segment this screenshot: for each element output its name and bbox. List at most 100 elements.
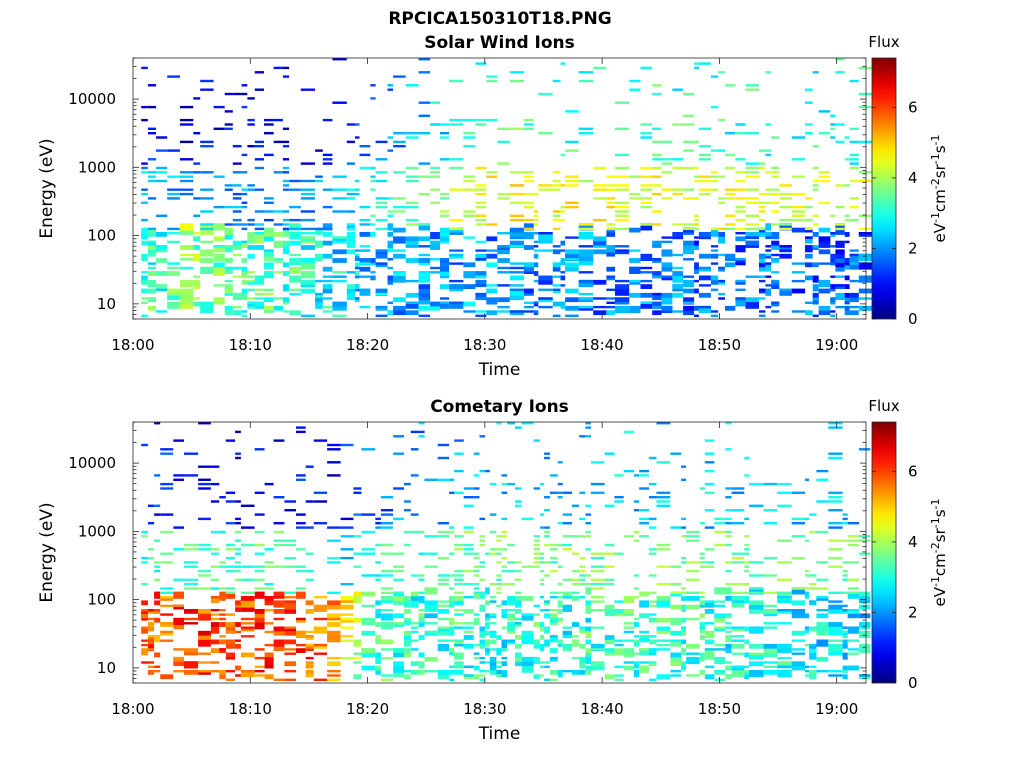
heatmap-cell — [247, 232, 255, 240]
heatmap-cell — [640, 292, 653, 298]
heatmap-cell — [725, 84, 736, 87]
heatmap-cell — [656, 648, 671, 651]
heatmap-cell — [849, 140, 859, 144]
heatmap-cell — [440, 132, 450, 135]
heatmap-cell — [828, 496, 843, 499]
heatmap-cell — [147, 127, 157, 130]
x-tick-label: 19:00 — [815, 336, 858, 354]
heatmap-cell — [184, 670, 199, 675]
heatmap-cell — [759, 288, 766, 291]
heatmap-cell — [648, 574, 657, 577]
heatmap-cell — [430, 301, 440, 307]
heatmap-cell — [418, 223, 431, 231]
heatmap-cell — [247, 297, 255, 300]
heatmap-cell — [640, 279, 653, 283]
heatmap-cell — [623, 622, 634, 625]
heatmap-cell — [454, 670, 464, 675]
heatmap-cell — [694, 223, 699, 226]
heatmap-cell — [430, 171, 440, 174]
heatmap-cell — [615, 101, 630, 104]
heatmap-cell — [300, 197, 315, 200]
heatmap-cell — [264, 288, 274, 291]
heatmap-cell — [509, 262, 524, 265]
heatmap-cell — [656, 630, 671, 634]
heatmap-cell — [437, 639, 449, 642]
heatmap-cell — [812, 232, 819, 237]
heatmap-cell — [812, 184, 819, 187]
heatmap-cell — [405, 132, 419, 135]
heatmap-cell — [549, 656, 558, 660]
heatmap-cell — [393, 600, 404, 606]
heatmap-cell — [198, 587, 211, 590]
heatmap-cell — [437, 670, 449, 675]
heatmap-cell — [224, 123, 233, 126]
heatmap-cell — [765, 232, 772, 240]
heatmap-cell — [247, 123, 255, 126]
heatmap-cell — [418, 430, 425, 434]
heatmap-cell — [154, 474, 161, 477]
heatmap-cell — [661, 158, 673, 161]
heatmap-cell — [184, 452, 199, 455]
heatmap-cell — [590, 587, 605, 590]
heatmap-cell — [606, 223, 616, 226]
heatmap-cell — [219, 617, 226, 621]
heatmap-cell — [254, 543, 265, 547]
heatmap-cell — [615, 249, 630, 252]
heatmap-cell — [289, 288, 301, 291]
heatmap-cell — [340, 639, 354, 642]
heatmap-cell — [313, 617, 328, 621]
heatmap-cell — [154, 513, 161, 516]
plot-frame — [132, 57, 867, 320]
heatmap-cell — [509, 275, 524, 281]
heatmap-cell — [835, 292, 845, 301]
heatmap-cell — [393, 622, 404, 625]
heatmap-cell — [225, 556, 236, 560]
heatmap-cell — [791, 158, 806, 161]
heatmap-cell — [198, 661, 211, 664]
heatmap-cell — [828, 491, 843, 494]
heatmap-cell — [282, 179, 290, 183]
heatmap-cell — [141, 583, 148, 586]
heatmap-cell — [282, 232, 290, 237]
heatmap-cell — [812, 275, 819, 283]
heatmap-cell — [629, 192, 641, 196]
heatmap-cell — [661, 197, 673, 200]
heatmap-cell — [273, 630, 285, 636]
heatmap-cell — [200, 227, 214, 231]
heatmap-cell — [485, 622, 490, 630]
heatmap-cell — [585, 574, 591, 577]
heatmap-cell — [694, 66, 699, 70]
heatmap-cell — [629, 79, 641, 83]
heatmap-cell — [578, 258, 594, 266]
heatmap-cell — [167, 232, 180, 235]
heatmap-cell — [380, 543, 394, 547]
heatmap-cell — [661, 236, 673, 239]
heatmap-cell — [404, 600, 411, 608]
heatmap-cell — [387, 84, 394, 87]
heatmap-cell — [473, 552, 480, 555]
heatmap-cell — [771, 201, 780, 204]
heatmap-cell — [224, 266, 233, 274]
heatmap-cell — [353, 535, 362, 538]
heatmap-cell — [615, 279, 630, 283]
heatmap-cell — [225, 491, 236, 494]
heatmap-cell — [273, 600, 285, 608]
heatmap-cell — [590, 461, 605, 464]
heatmap-cell — [375, 656, 381, 665]
heatmap-cell — [805, 253, 813, 259]
heatmap-cell — [585, 665, 591, 671]
heatmap-cell — [156, 258, 168, 263]
heatmap-cell — [763, 604, 778, 608]
heatmap-cell — [578, 253, 594, 261]
heatmap-cell — [623, 665, 634, 671]
heatmap-cell — [273, 140, 283, 144]
heatmap-cell — [473, 496, 480, 499]
heatmap-cell — [501, 626, 508, 629]
heatmap-cell — [809, 643, 817, 647]
heatmap-cell — [284, 539, 296, 542]
heatmap-cell — [828, 556, 843, 560]
heatmap-cell — [353, 639, 362, 642]
heatmap-cell — [437, 643, 449, 652]
heatmap-cell — [160, 613, 174, 616]
heatmap-cell — [167, 292, 180, 301]
